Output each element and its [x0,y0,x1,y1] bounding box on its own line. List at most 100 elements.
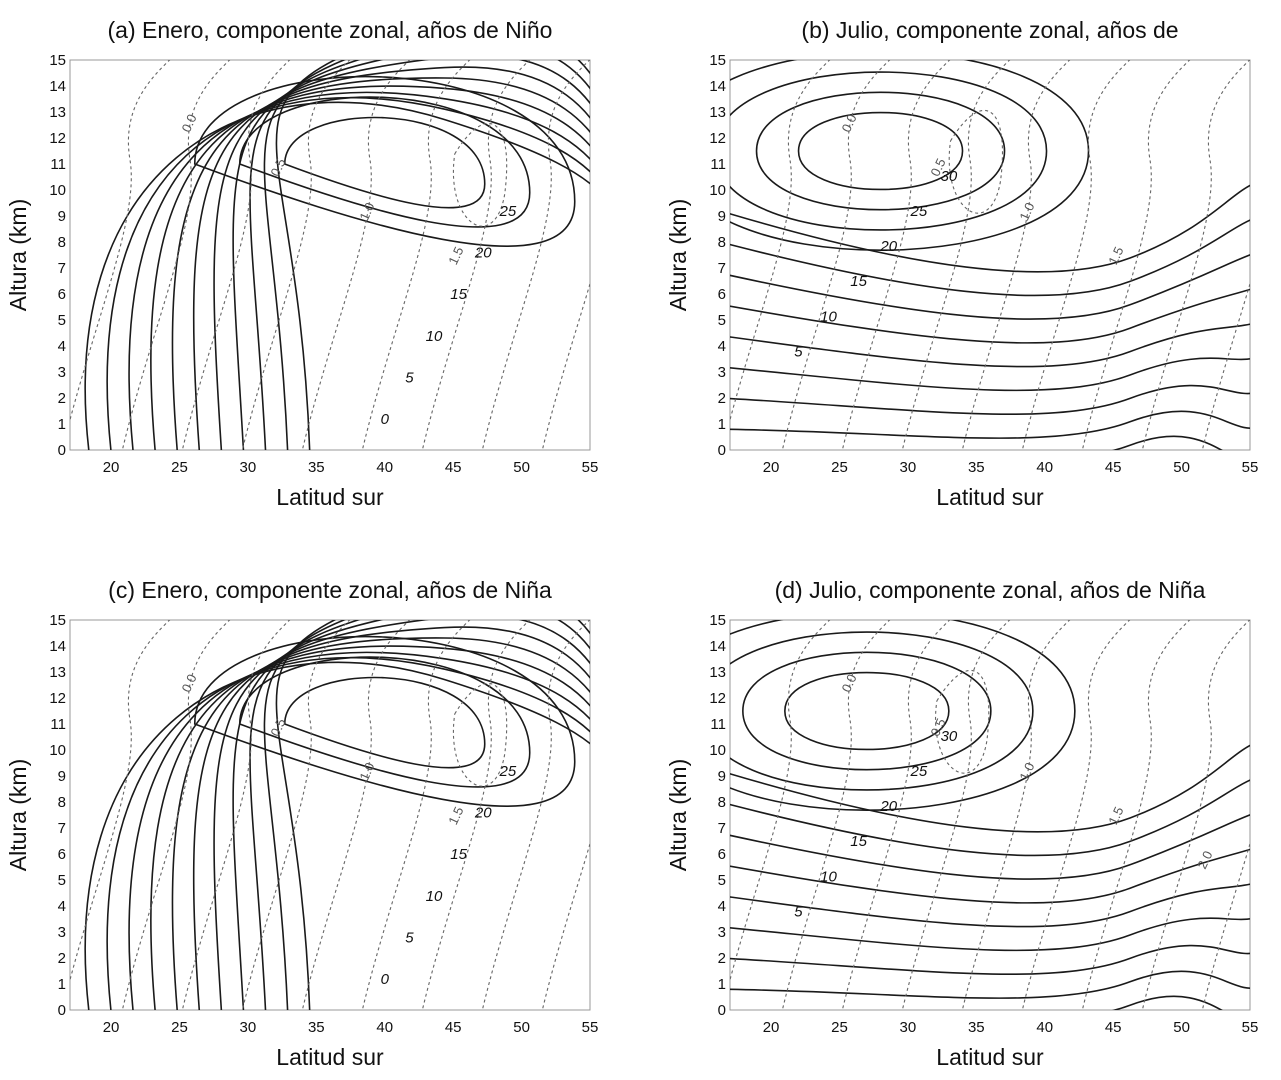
plot-frame [729,59,1251,451]
y-tick-label: 5 [58,872,66,889]
anomaly-label: 0.0 [178,672,199,695]
y-tick-label: 0 [58,442,66,459]
y-axis-label: Altura (km) [5,199,31,311]
y-tick-label: 11 [50,716,66,733]
isotach-line [730,410,1250,439]
x-tick-label: 45 [1105,1019,1122,1036]
x-tick-label: 50 [1173,459,1190,476]
y-tick-label: 15 [709,612,726,629]
y-tick-label: 13 [49,104,66,121]
isotach-line [784,671,950,751]
isotach-line [730,384,1250,416]
y-tick-label: 0 [718,1002,726,1019]
isotach-line [730,813,1250,880]
anomaly-dashed-line [1201,841,1250,1010]
plot-frame [729,619,1251,1011]
isotach-label: 10 [820,308,837,325]
isotach-label: 5 [405,369,414,386]
isotach-label: 15 [850,833,867,850]
isotach-label: 30 [941,728,958,745]
isotach-line [150,85,590,450]
contour-chart-a: (a) Enero, componente zonal, años de Niñ… [5,17,598,510]
y-tick-label: 10 [709,182,726,199]
y-tick-label: 9 [58,208,66,225]
isotach-line [742,651,992,771]
contour-lines [70,620,590,1010]
anomaly-dashed-loop [452,123,508,227]
isotach-label: 25 [499,203,517,220]
anomaly-label: 1.5 [1105,804,1126,827]
isotach-label: 5 [794,903,803,920]
chart-title: (b) Julio, componente zonal, años de [801,17,1178,43]
y-tick-label: 15 [49,52,66,69]
isotach-line [730,71,1048,231]
y-tick-label: 7 [718,820,726,837]
isotach-line [171,77,590,450]
anomaly-dashed-line [1141,60,1250,450]
y-tick-label: 6 [718,846,726,863]
x-tick-label: 20 [103,1019,120,1036]
anomaly-dashed-line [121,620,231,1010]
x-tick-label: 20 [763,1019,780,1036]
x-tick-label: 55 [1242,1019,1259,1036]
isotach-line [249,60,590,450]
isotach-line [797,111,964,191]
y-tick-label: 3 [58,924,66,941]
isotach-line [730,917,1250,952]
y-tick-label: 13 [709,664,726,681]
isotach-label: 5 [794,343,803,360]
contour-lines [70,60,590,450]
isotach-line [232,620,590,1010]
y-tick-label: 3 [718,364,726,381]
anomaly-label: 0.5 [927,716,948,739]
y-tick-label: 4 [718,338,726,355]
isotach-line [755,91,1006,211]
chart-title: (a) Enero, componente zonal, años de Niñ… [108,17,553,43]
contour-chart-b: (b) Julio, componente zonal, años de0123… [665,17,1258,510]
contour-chart-d: (d) Julio, componente zonal, años de Niñ… [665,577,1259,1070]
isotach-line [730,219,1250,297]
anomaly-label: 1.5 [445,804,466,827]
x-tick-label: 35 [968,1019,985,1036]
y-tick-label: 8 [718,234,726,251]
isotach-line [128,651,590,1010]
isotach-line [192,626,590,1010]
y-tick-label: 9 [718,768,726,785]
anomaly-label: 0.0 [178,112,199,135]
x-tick-label: 30 [900,459,917,476]
panel-b: (b) Julio, componente zonal, años de 0 1 2 3… [660,0,1280,520]
isotach-line [84,661,590,1010]
isotach-line [238,96,531,228]
y-tick-label: 14 [49,638,66,655]
y-tick-label: 6 [58,286,66,303]
y-tick-label: 13 [709,104,726,121]
anomaly-dashed-line [541,841,590,1010]
isotach-line [192,66,590,450]
isotach-label: 5 [405,929,414,946]
anomaly-dashed-line [841,620,951,1010]
y-tick-label: 7 [58,260,66,277]
y-tick-label: 12 [709,690,726,707]
isotach-label: 30 [941,168,958,185]
y-tick-label: 7 [58,820,66,837]
isotach-line [730,323,1250,368]
y-tick-label: 15 [709,52,726,69]
isotach-line [730,253,1250,320]
y-tick-label: 8 [718,794,726,811]
isotach-label: 10 [820,868,837,885]
anomaly-dashed-line [1081,620,1191,1010]
y-tick-label: 5 [58,312,66,329]
y-tick-label: 4 [58,898,66,915]
x-tick-label: 30 [900,1019,917,1036]
contour-chart-c: (c) Enero, componente zonal, años de Niñ… [5,577,598,1070]
y-tick-label: 14 [709,78,726,95]
isotach-line [150,645,590,1010]
y-tick-label: 12 [49,130,66,147]
y-tick-label: 2 [718,390,726,407]
isotach-line [106,656,590,1010]
anomaly-dashed-line [1201,281,1250,450]
y-tick-label: 4 [58,338,66,355]
anomaly-dashed-line [301,620,411,1010]
isotach-line [249,620,590,1010]
anomaly-dashed-line [1141,620,1250,1010]
